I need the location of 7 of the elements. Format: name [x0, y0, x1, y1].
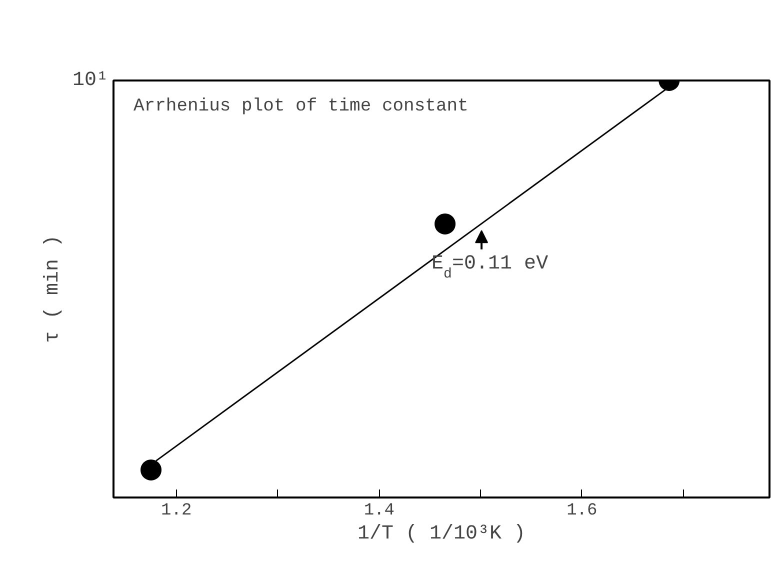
x-tick-label: 1.4 [364, 502, 394, 520]
y-axis-title: τ ( min ) [41, 234, 64, 344]
x-tick-label: 1.6 [566, 502, 598, 520]
text: Arrhenius plot of time constant [134, 96, 468, 116]
x-tick-label: 1.2 [161, 502, 192, 520]
text: 10¹ [72, 69, 109, 92]
x-axis-title: 1/T ( 1/10³K ) [357, 522, 526, 546]
